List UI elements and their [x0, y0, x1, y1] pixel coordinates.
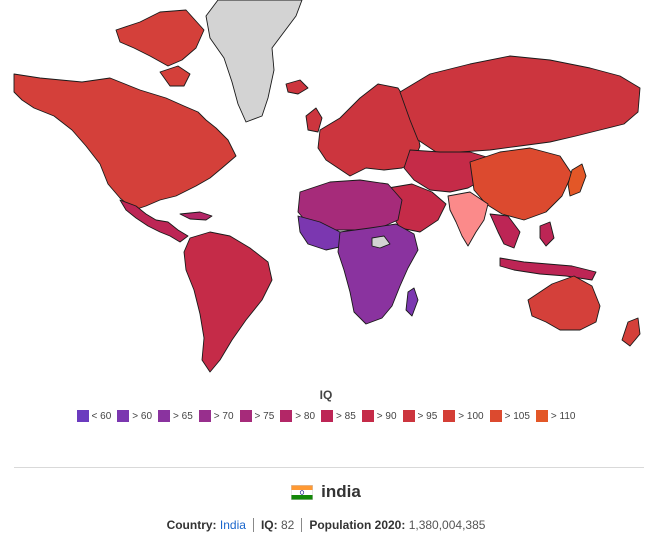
region-uk[interactable] [305, 107, 323, 133]
region-india[interactable] [447, 191, 489, 247]
legend-label: > 85 [336, 410, 356, 422]
stat-separator [301, 518, 303, 532]
region-philippines[interactable] [539, 221, 555, 247]
legend-item[interactable]: < 60 [76, 410, 112, 422]
world-map[interactable] [0, 0, 652, 380]
legend-swatch [402, 410, 415, 422]
legend-swatch [158, 410, 171, 422]
legend-label: > 90 [376, 410, 397, 422]
legend-swatch [361, 410, 374, 422]
legend-item[interactable]: > 100 [443, 410, 484, 422]
legend-swatch [76, 410, 89, 422]
legend-item[interactable]: > 110 [535, 410, 576, 422]
region-southeast-asia[interactable] [489, 213, 521, 249]
legend-item[interactable]: > 80 [280, 410, 315, 422]
country-header: india [0, 482, 652, 502]
region-indonesia[interactable] [499, 257, 597, 281]
region-central-america[interactable] [119, 199, 189, 243]
population-stat: Population 2020: 1,380,004,385 [302, 518, 492, 532]
legend-label: > 110 [550, 410, 576, 422]
region-australia[interactable] [527, 275, 601, 331]
legend-swatch [535, 410, 548, 422]
population-label: Population 2020: [309, 518, 406, 532]
region-canada-north-island[interactable] [159, 65, 191, 87]
legend-label: > 95 [417, 410, 438, 422]
legend-item[interactable]: > 60 [117, 410, 152, 422]
region-south-america[interactable] [183, 231, 273, 373]
legend-swatch [321, 410, 334, 422]
country-link[interactable]: India [219, 518, 246, 532]
legend-swatch [489, 410, 502, 422]
divider [14, 467, 644, 468]
region-central-asia[interactable] [403, 149, 491, 193]
region-north-america[interactable] [13, 73, 237, 211]
region-west-africa[interactable] [297, 215, 345, 251]
legend-label: < 60 [91, 410, 112, 422]
country-stats: Country: India IQ: 82 Population 2020: 1… [0, 518, 652, 532]
legend-swatch [239, 410, 252, 422]
legend-label: > 80 [295, 410, 316, 422]
country-label: Country: [166, 518, 217, 532]
legend-item[interactable]: > 70 [198, 410, 234, 422]
legend-title: IQ [319, 388, 333, 402]
region-south-sudan[interactable] [371, 235, 391, 249]
legend-item[interactable]: > 95 [402, 410, 438, 422]
country-stat: Country: India [160, 518, 253, 532]
legend-swatch [198, 410, 211, 422]
legend-item[interactable]: > 85 [321, 410, 356, 422]
legend-swatch [443, 410, 456, 422]
region-new-zealand[interactable] [621, 317, 641, 347]
legend-label: > 105 [504, 410, 530, 422]
legend-item[interactable]: > 65 [158, 410, 193, 422]
iq-value: 82 [280, 518, 295, 532]
region-arctic-islands[interactable] [115, 9, 205, 67]
legend-item[interactable]: > 90 [361, 410, 397, 422]
region-iceland[interactable] [285, 79, 309, 95]
legend-label: > 70 [213, 410, 234, 422]
region-russia[interactable] [399, 55, 641, 153]
legend-swatch [280, 410, 293, 422]
region-madagascar[interactable] [405, 287, 419, 317]
legend-label: > 75 [254, 410, 275, 422]
stat-separator [252, 518, 254, 532]
legend-label: > 60 [132, 410, 153, 422]
legend-item[interactable]: > 75 [239, 410, 275, 422]
region-central-africa[interactable] [337, 223, 419, 325]
country-name: india [321, 482, 361, 501]
india-flag-icon [291, 484, 314, 500]
legend-swatch [117, 410, 130, 422]
iq-label: IQ: [260, 518, 278, 532]
region-caribbean[interactable] [179, 211, 213, 221]
map-legend: < 60 > 60 > 65 > 70 > 75 > 80 > 85 > 90 > 95 > 10… [0, 410, 652, 422]
legend-label: > 65 [173, 410, 193, 422]
legend-label: > 100 [458, 410, 484, 422]
region-greenland[interactable] [205, 0, 303, 123]
population-value: 1,380,004,385 [408, 518, 486, 532]
iq-stat: IQ: 82 [254, 518, 301, 532]
region-japan[interactable] [567, 163, 587, 197]
legend-item[interactable]: > 105 [489, 410, 530, 422]
